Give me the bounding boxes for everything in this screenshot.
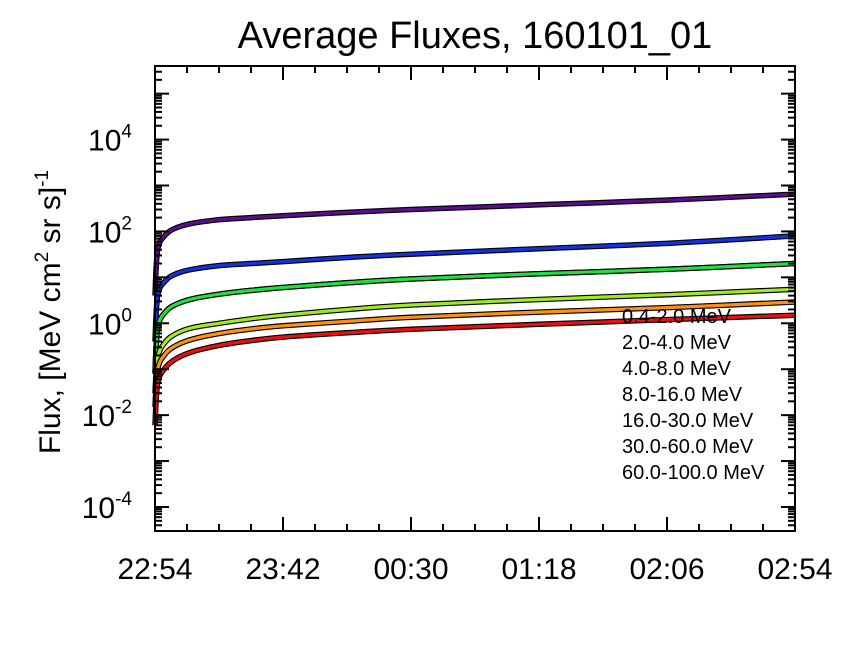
series-line-6 [153,300,796,408]
y-tick-label: 102 [88,213,132,249]
legend-entry: 30.0-60.0 MeV [622,436,754,458]
y-axis-label: Flux, [MeV cm2 sr s]-1 [32,170,67,454]
series-line-1 [153,192,796,296]
legend-entry: 16.0-30.0 MeV [622,410,754,432]
x-tick-labels: 22:54 23:42 00:30 01:18 02:06 02:54 [117,553,832,586]
x-tick-label: 22:54 [117,553,192,586]
legend-entry: 60.0-100.0 MeV [622,462,765,484]
plot-lines [152,191,796,426]
y-tick-label: 10-4 [82,489,133,525]
series-outline-1 [152,191,796,296]
series-line-7 [153,313,796,426]
y-tick-label: 10-2 [82,397,132,433]
axis-ticks [154,65,796,532]
x-tick-label: 23:42 [245,553,320,586]
y-tick-labels: 10-4 10-2 100 102 104 [82,122,133,525]
y-tick-label: 104 [88,122,132,158]
series-line-2 [153,234,796,342]
x-tick-label: 02:06 [629,553,704,586]
series-line-5 [153,287,796,394]
chart-title: Average Fluxes, 160101_01 [238,15,713,57]
legend-entry: 0.4-2.0 MeV [622,306,732,328]
x-tick-label: 00:30 [373,553,448,586]
legend-entry: 8.0-16.0 MeV [622,384,743,406]
legend-entry: 2.0-4.0 MeV [622,332,732,354]
y-tick-label: 100 [88,305,132,341]
series-line-4 [153,261,796,374]
legend-entry: 4.0-8.0 MeV [622,358,732,380]
x-tick-label: 02:54 [757,553,832,586]
legend: 0.4-2.0 MeV 2.0-4.0 MeV 4.0-8.0 MeV 8.0-16.… [622,306,765,484]
x-tick-label: 01:18 [501,553,576,586]
